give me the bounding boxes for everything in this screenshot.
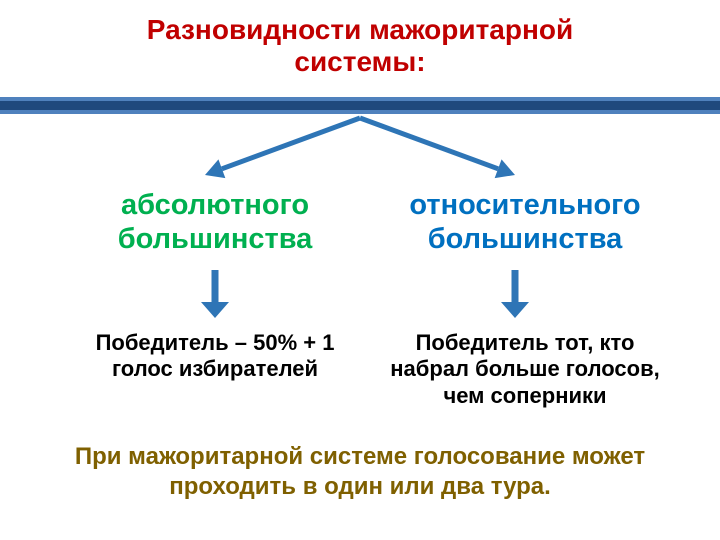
- branch-desc-left-text: Победитель – 50% + 1 голос избирателей: [96, 330, 335, 381]
- branch-desc-right: Победитель тот, кто набрал больше голосо…: [385, 330, 665, 409]
- footer-note: При мажоритарной системе голосование мож…: [0, 442, 720, 502]
- slide-title: Разновидности мажоритарной системы:: [0, 14, 720, 78]
- branch-desc-left: Победитель – 50% + 1 голос избирателей: [85, 330, 345, 383]
- footer-note-text: При мажоритарной системе голосование мож…: [75, 443, 645, 500]
- slide-root: Разновидности мажоритарной системы: абсо…: [0, 0, 720, 540]
- branch-desc-right-text: Победитель тот, кто набрал больше голосо…: [390, 330, 659, 408]
- title-text: Разновидности мажоритарной системы:: [147, 14, 573, 77]
